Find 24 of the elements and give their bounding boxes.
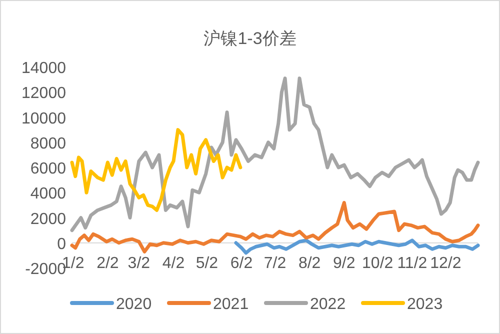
legend-label: 2022 <box>310 296 346 313</box>
x-tick-label: 9/2 <box>333 255 356 272</box>
x-tick-label: 6/2 <box>230 255 253 272</box>
legend-label: 2021 <box>213 296 249 313</box>
x-tick-label: 8/2 <box>298 255 321 272</box>
y-tick-label: 0 <box>57 236 66 253</box>
x-tick-label: 12/2 <box>430 255 462 272</box>
legend-label: 2023 <box>407 296 443 313</box>
y-tick-label: 10000 <box>22 110 66 128</box>
x-tick-label: 3/2 <box>128 255 150 272</box>
y-tick-label: 12000 <box>22 85 66 102</box>
y-tick-label: 14000 <box>22 60 66 77</box>
y-tick-label: 6000 <box>30 160 66 178</box>
legend-label: 2020 <box>116 296 152 313</box>
y-tick-label: 2000 <box>30 210 66 228</box>
x-tick-label: 2/2 <box>96 255 119 272</box>
x-tick-label: 5/2 <box>196 255 218 272</box>
x-tick-label: 7/2 <box>264 255 286 272</box>
title: 沪镍1-3价差 <box>204 29 296 48</box>
x-tick-label: 4/2 <box>162 255 185 272</box>
y-tick-label: 8000 <box>30 135 66 152</box>
x-tick-label: 11/2 <box>397 255 428 272</box>
x-tick-label: 10/2 <box>362 255 394 272</box>
y-tick-label: 4000 <box>30 186 66 203</box>
